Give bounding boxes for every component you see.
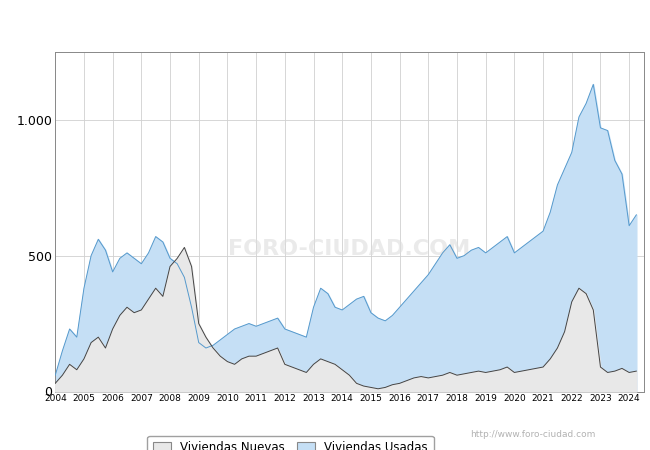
Text: Estepona - Evolucion del Nº de Transacciones Inmobiliarias: Estepona - Evolucion del Nº de Transacci… [109,16,541,31]
Legend: Viviendas Nuevas, Viviendas Usadas: Viviendas Nuevas, Viviendas Usadas [148,436,434,450]
Text: FORO-CIUDAD.COM: FORO-CIUDAD.COM [228,239,471,259]
Text: http://www.foro-ciudad.com: http://www.foro-ciudad.com [471,430,595,439]
